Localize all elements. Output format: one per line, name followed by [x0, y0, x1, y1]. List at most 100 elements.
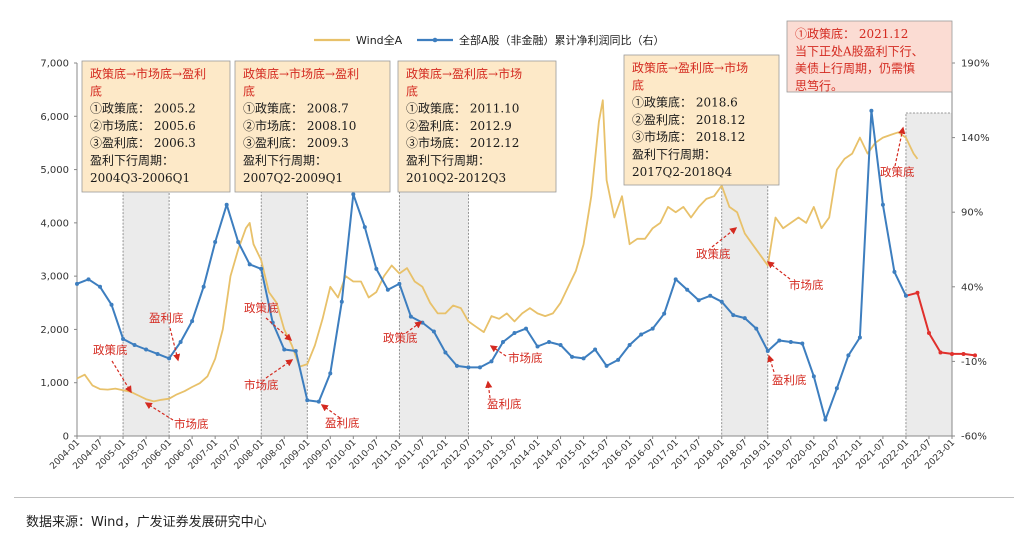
profit-point — [961, 351, 966, 356]
profit-point — [500, 340, 505, 345]
profit-point — [731, 313, 736, 318]
profit-point — [558, 342, 563, 347]
annotation-box-line: ②盈利底： 2012.9 — [406, 118, 512, 133]
annotation-label: 市场底 — [508, 351, 543, 365]
profit-point — [213, 240, 218, 245]
profit-point — [742, 316, 747, 321]
annotation-arrow — [766, 261, 791, 280]
profit-point — [328, 371, 333, 376]
annotation-arrow — [485, 380, 493, 399]
profit-point — [247, 262, 252, 267]
profit-point — [754, 326, 759, 331]
annotation-box-line: 2004Q3-2006Q1 — [90, 171, 190, 185]
annotation-label: 盈利底 — [487, 397, 522, 411]
profit-point — [512, 331, 517, 336]
profit-point — [270, 320, 275, 325]
annotation-box-line: ①政策底： 2018.6 — [632, 95, 738, 110]
annotation-label: 政策底 — [244, 301, 279, 315]
profit-point — [685, 287, 690, 292]
annotation-box-line: 盈利下行周期： — [243, 154, 327, 168]
y-left-tick-label: 2,000 — [40, 325, 69, 336]
annotation-arrow — [169, 327, 181, 362]
profit-point — [903, 293, 908, 298]
annotation-arrow — [111, 360, 132, 394]
profit-point — [581, 356, 586, 361]
annotation-box-line: 政策底→市场底→盈利 — [243, 66, 359, 81]
profit-point — [385, 287, 390, 292]
profit-point — [155, 351, 160, 356]
profit-point — [823, 417, 828, 422]
annotation-box-line: 政策底→市场底→盈利 — [90, 66, 206, 81]
profit-point — [627, 342, 632, 347]
profit-point — [454, 363, 459, 368]
legend-label-wind: Wind全A — [356, 33, 403, 47]
annotation-label: 市场底 — [789, 278, 824, 292]
annotation-box-5 — [786, 20, 953, 93]
y-left-tick-label: 6,000 — [40, 112, 69, 123]
annotation-label: 盈利底 — [772, 373, 807, 387]
profit-point — [662, 311, 667, 316]
annotation-label: 政策底 — [880, 165, 915, 179]
annotation-box-line: 美债上行周期，仍需慎 — [795, 62, 915, 76]
annotation-box-line: ①政策底： 2021.12 — [795, 26, 908, 41]
profit-point — [834, 386, 839, 391]
annotation-box-line: ②市场底： 2005.6 — [90, 118, 196, 133]
series-line-wind — [76, 99, 919, 403]
profit-point — [524, 326, 529, 331]
annotation-arrow — [767, 354, 775, 373]
annotation-box-line: ③市场底： 2018.12 — [632, 129, 745, 144]
profit-point — [443, 350, 448, 355]
annotation-box-line: 底 — [90, 83, 102, 98]
profit-point — [224, 202, 229, 207]
profit-point — [397, 281, 402, 286]
annotation-label: 政策底 — [696, 247, 731, 261]
annotation-box-line: 底 — [243, 83, 255, 98]
annotation-box-line: 底 — [632, 77, 644, 92]
profit-point — [351, 192, 356, 197]
annotation-label: 政策底 — [383, 331, 418, 345]
profit-point — [639, 332, 644, 337]
profit-point — [765, 348, 770, 353]
annotation-box-line: ②市场底： 2008.10 — [243, 118, 356, 133]
profit-point — [98, 284, 103, 289]
profit-point — [466, 365, 471, 370]
profit-point — [477, 365, 482, 370]
y-right-tick-label: 40% — [961, 282, 983, 293]
y-right-tick-label: -10% — [961, 357, 987, 368]
profit-point — [305, 398, 310, 403]
profit-point — [973, 353, 978, 358]
legend-label-profit: 全部A股（非金融）累计净利润同比（右） — [459, 33, 665, 47]
annotation-label: 市场底 — [244, 378, 279, 392]
profit-point — [316, 399, 321, 404]
profit-point — [570, 354, 575, 359]
profit-point — [109, 302, 114, 307]
profit-point — [178, 340, 183, 345]
annotation-box-line: 盈利下行周期： — [632, 148, 716, 162]
annotation-box-line: 政策底→盈利底→市场 — [632, 60, 748, 75]
profit-point — [362, 225, 367, 230]
profit-point — [869, 108, 874, 113]
profit-point — [846, 353, 851, 358]
profit-point — [132, 342, 137, 347]
annotation-box-line: ①政策底： 2008.7 — [243, 101, 349, 116]
profit-point — [938, 350, 943, 355]
profit-point — [788, 340, 793, 345]
y-left-tick-label: 7,000 — [40, 59, 69, 70]
profit-point — [293, 348, 298, 353]
profit-point — [880, 202, 885, 207]
annotation-label: 盈利底 — [325, 416, 360, 430]
annotation-box-line: 思笃行。 — [795, 79, 843, 93]
profit-point — [236, 240, 241, 245]
profit-point — [259, 266, 264, 271]
annotation-arrow — [265, 317, 293, 341]
annotation-arrow — [405, 321, 423, 334]
annotation-label: 盈利底 — [149, 311, 184, 325]
annotation-box-line: ③市场底： 2012.12 — [406, 135, 519, 150]
profit-point — [339, 299, 344, 304]
profit-point — [489, 359, 494, 364]
profit-point — [616, 357, 621, 362]
profit-point — [535, 344, 540, 349]
legend-marker-profit — [432, 37, 438, 43]
profit-point — [719, 299, 724, 304]
profit-point — [650, 326, 655, 331]
